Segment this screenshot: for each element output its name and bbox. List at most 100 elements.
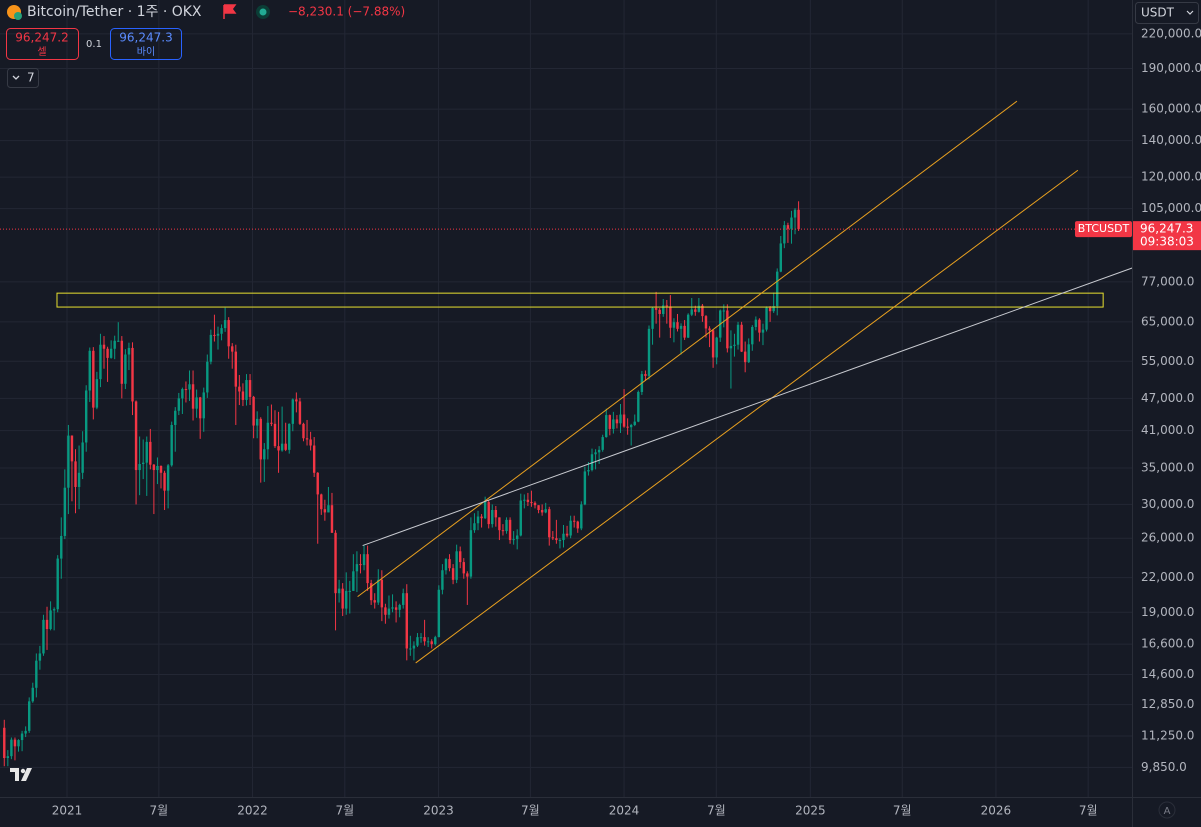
candle-body — [754, 319, 758, 327]
x-tick-label: 2021 — [52, 804, 83, 818]
candle-body — [10, 739, 13, 757]
buy-price: 96,247.3 — [119, 31, 172, 45]
candle-body — [181, 389, 184, 399]
candle-body — [384, 607, 387, 615]
candle-body — [102, 344, 106, 349]
y-tick-label: 47,000.0 — [1141, 391, 1194, 405]
y-tick-label: 120,000.0 — [1141, 170, 1201, 184]
chevron — [1186, 10, 1194, 15]
candle-body — [305, 438, 309, 440]
candle-body — [327, 505, 330, 513]
candle-body — [551, 537, 555, 539]
candle-body — [84, 390, 88, 443]
sell-price: 96,247.2 — [15, 31, 68, 45]
candle-body — [590, 454, 594, 471]
candle-body — [476, 516, 480, 524]
candle-body — [216, 333, 220, 336]
candle-body — [238, 386, 241, 392]
candle-body — [448, 559, 451, 569]
candle-body — [622, 414, 626, 427]
candle-body — [369, 583, 373, 601]
candle-body — [81, 442, 84, 473]
x-tick-label: 2024 — [609, 804, 640, 818]
candle-body — [177, 398, 181, 411]
candle-body — [462, 562, 465, 574]
candle-body — [377, 579, 380, 603]
candle-body — [209, 334, 213, 362]
candle-body — [3, 727, 6, 759]
candle-body — [120, 340, 124, 384]
indicator-count: 7 — [27, 71, 35, 85]
candle-body — [174, 410, 177, 425]
candle-body — [701, 305, 704, 317]
buy-button[interactable] — [110, 28, 182, 60]
candle-body — [665, 305, 669, 307]
candle-body — [52, 609, 56, 611]
candle-body — [558, 540, 562, 542]
y-tick-label: 9,850.0 — [1141, 760, 1187, 774]
buy-label: 바이 — [137, 46, 155, 58]
countdown: 09:38:03 — [1140, 235, 1194, 249]
candle-body — [288, 423, 291, 450]
candle-body — [291, 399, 295, 424]
price-tag — [1133, 221, 1201, 251]
candle-body — [523, 499, 526, 501]
candle-body — [74, 461, 77, 487]
candle-body — [466, 573, 469, 577]
candle-body — [99, 344, 102, 380]
candle-body — [569, 520, 572, 536]
logo-part — [20, 768, 26, 774]
candle-body — [669, 306, 672, 328]
candle-body — [31, 687, 34, 702]
candle-body — [352, 571, 355, 591]
sell-button[interactable] — [6, 28, 79, 60]
candle-body — [298, 401, 302, 424]
candle-body — [765, 307, 768, 330]
indicator-toggle[interactable] — [7, 68, 39, 88]
grid — [0, 0, 1132, 797]
candle-body — [733, 344, 736, 346]
scale-button[interactable] — [1158, 801, 1176, 819]
x-tick-label: 7월 — [335, 804, 354, 818]
candle-body — [330, 505, 334, 533]
candle-body — [416, 637, 419, 646]
candle-body — [772, 306, 775, 312]
candle-body — [295, 399, 298, 402]
candle-body — [790, 217, 793, 229]
flag-icon[interactable] — [223, 4, 237, 19]
candle-body — [334, 532, 337, 594]
candle-body — [587, 470, 590, 472]
y-tick-label: 14,600.0 — [1141, 667, 1194, 681]
candle-body — [704, 316, 708, 329]
y-tick-label: 220,000.0 — [1141, 26, 1201, 40]
candle-body — [67, 435, 70, 488]
zone-rect — [56, 292, 1104, 308]
candle-body — [337, 588, 341, 594]
candle-body — [138, 464, 141, 471]
candle-body — [562, 533, 565, 541]
candle-body — [402, 593, 405, 605]
candle-body — [658, 309, 661, 314]
candle-body — [647, 328, 651, 376]
candle-body — [537, 505, 540, 510]
candle-body — [683, 325, 686, 338]
candle-body — [220, 328, 223, 334]
candle-body — [605, 415, 608, 438]
candle-body — [469, 530, 473, 577]
candle-body — [398, 604, 401, 610]
x-tick-label: 2026 — [981, 804, 1012, 818]
scale-label: A — [1164, 806, 1171, 817]
candle-body — [248, 380, 252, 397]
candle-body — [195, 397, 198, 409]
y-tick-label: 160,000.0 — [1141, 102, 1201, 116]
candle-body — [412, 645, 416, 649]
candle-body — [555, 538, 558, 541]
candle-body — [394, 607, 398, 610]
currency-button[interactable] — [1135, 2, 1199, 24]
trend-line — [415, 169, 1079, 664]
candle-body — [736, 324, 740, 345]
candle-body — [434, 637, 437, 645]
x-tick-label: 7월 — [893, 804, 912, 818]
candle-body — [234, 351, 238, 387]
candle-body — [152, 464, 156, 471]
